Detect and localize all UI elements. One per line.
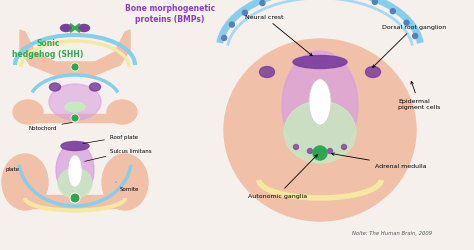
Ellipse shape (293, 56, 347, 69)
Ellipse shape (107, 100, 137, 124)
Circle shape (412, 34, 418, 39)
Ellipse shape (102, 154, 148, 210)
Ellipse shape (49, 84, 61, 92)
Text: Epidermal
pigment cells: Epidermal pigment cells (398, 82, 440, 110)
Ellipse shape (90, 84, 100, 92)
Ellipse shape (61, 142, 89, 151)
Ellipse shape (61, 26, 72, 32)
Circle shape (313, 146, 327, 160)
Text: Dorsal root ganglion: Dorsal root ganglion (373, 25, 446, 68)
Text: Notochord: Notochord (28, 123, 72, 130)
Ellipse shape (328, 149, 332, 154)
Ellipse shape (282, 52, 358, 159)
Text: Sonic
hedgehog (SHH): Sonic hedgehog (SHH) (12, 39, 84, 58)
Text: Sulcus limitans: Sulcus limitans (85, 148, 152, 162)
Text: Autonomic ganglia: Autonomic ganglia (248, 155, 318, 198)
Ellipse shape (2, 154, 48, 210)
Polygon shape (28, 114, 122, 122)
Circle shape (372, 0, 377, 5)
Text: Somite: Somite (116, 182, 139, 191)
Circle shape (242, 11, 247, 16)
Circle shape (229, 23, 235, 28)
Text: Nolte: The Human Brain, 2009: Nolte: The Human Brain, 2009 (352, 230, 432, 235)
Circle shape (404, 21, 409, 26)
Text: Neural crest: Neural crest (245, 15, 312, 56)
Polygon shape (25, 195, 125, 208)
Ellipse shape (58, 168, 92, 198)
Circle shape (222, 36, 227, 41)
Ellipse shape (308, 149, 312, 154)
Circle shape (390, 10, 395, 15)
Ellipse shape (365, 67, 381, 78)
Ellipse shape (65, 102, 85, 113)
Ellipse shape (341, 145, 346, 150)
Text: Bone morphogenetic
proteins (BMPs): Bone morphogenetic proteins (BMPs) (125, 4, 215, 24)
Circle shape (71, 114, 79, 122)
Ellipse shape (224, 40, 416, 221)
Ellipse shape (56, 144, 94, 197)
Circle shape (260, 2, 265, 6)
Ellipse shape (69, 156, 81, 186)
Ellipse shape (79, 26, 90, 32)
Circle shape (71, 64, 79, 72)
Ellipse shape (293, 145, 299, 150)
Circle shape (70, 193, 80, 203)
Ellipse shape (284, 102, 356, 163)
Polygon shape (20, 31, 130, 76)
Text: plate: plate (5, 166, 19, 171)
Ellipse shape (49, 85, 101, 120)
Text: Roof plate: Roof plate (83, 134, 138, 144)
Ellipse shape (13, 100, 43, 124)
Ellipse shape (309, 80, 331, 126)
Text: Adrenal medulla: Adrenal medulla (332, 153, 427, 168)
Ellipse shape (259, 67, 274, 78)
